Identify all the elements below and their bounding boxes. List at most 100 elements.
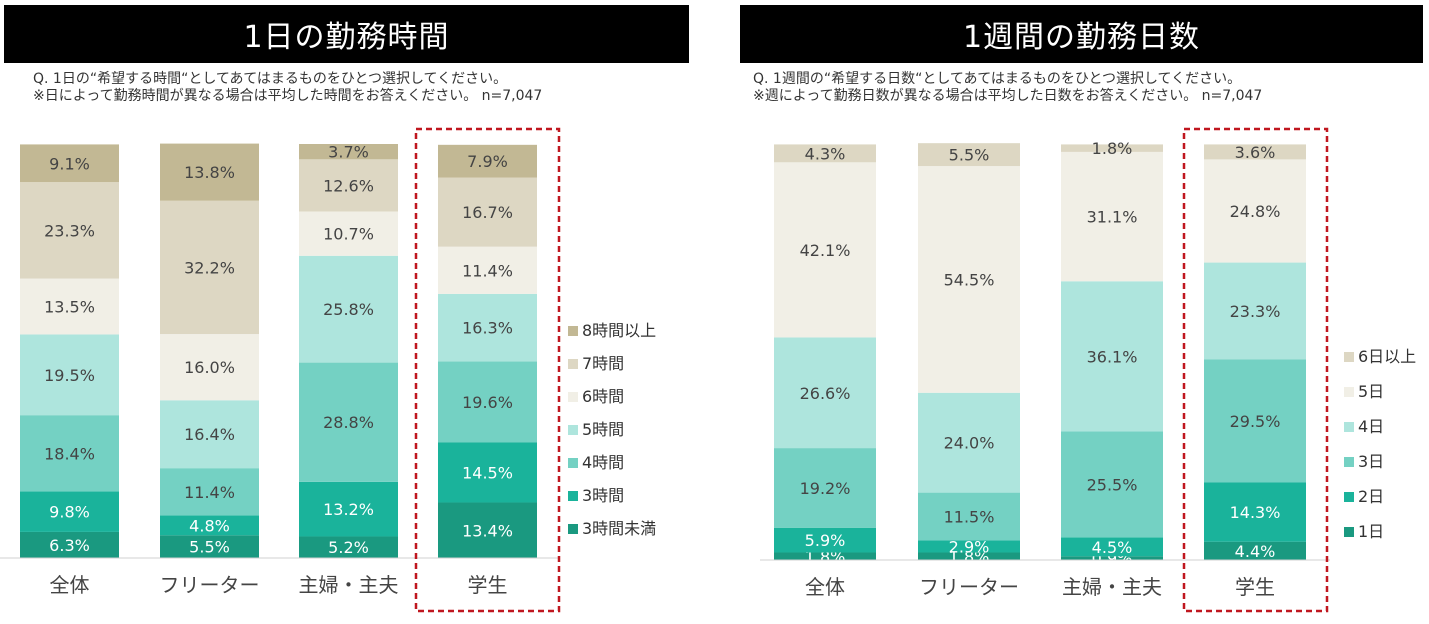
highlight-box <box>1182 127 1329 613</box>
stacked-bar-chart-hours: 6.3% 9.8% 18.4% 19.5% 13.5% 23.3% 9.1% 全体 5.5% 4.… <box>0 127 656 613</box>
legend-swatch <box>1344 387 1354 397</box>
data-label: 11.5% <box>944 508 995 527</box>
bar-segment <box>438 442 537 503</box>
data-label: 28.8% <box>323 413 374 432</box>
bar-group-2: 0.9%4.5%25.5%36.1%31.1%1.8% <box>1061 139 1163 568</box>
bar-segment <box>1204 159 1306 263</box>
bar-segment <box>160 400 259 469</box>
bar-group-3: 4.4% 14.3% 29.5% 23.3% 24.8% 3.6% <box>1204 143 1306 561</box>
data-label: 19.6% <box>462 393 513 412</box>
bar-segment <box>160 143 259 201</box>
data-label: 1.8% <box>1092 139 1133 158</box>
data-label: 5.2% <box>328 538 369 557</box>
legend-label: 3時間未満 <box>582 519 656 538</box>
bar-segment <box>20 415 119 492</box>
data-label: 13.2% <box>323 500 374 519</box>
legend-label: 2日 <box>1358 487 1384 506</box>
bar-segment <box>1061 537 1163 557</box>
data-label: 23.3% <box>44 221 95 240</box>
category-label: フリーター <box>160 573 260 597</box>
bar-segment <box>918 166 1020 393</box>
category-label: 全体 <box>50 573 90 597</box>
bar-segment <box>918 492 1020 541</box>
legend-swatch <box>568 491 578 501</box>
data-label: 23.3% <box>1230 302 1281 321</box>
bar-segment <box>299 536 398 558</box>
data-label: 24.0% <box>944 434 995 453</box>
bar-segment <box>1061 556 1163 560</box>
legend-label: 3日 <box>1358 452 1384 471</box>
legend-swatch <box>1344 422 1354 432</box>
panel-weekly-days: 1週間の勤務日数 Q. 1週間の“希望する日数“としてあてはまるものをひとつ選択… <box>730 0 1429 624</box>
question-line-1: Q. 1週間の“希望する日数“としてあてはまるものをひとつ選択してください。 <box>753 71 1242 87</box>
legend-label: 3時間 <box>582 486 624 505</box>
bar-segment <box>20 491 119 532</box>
legend-label: 5日 <box>1358 382 1384 401</box>
data-label: 9.8% <box>49 503 90 522</box>
bar-group-0: 1.8%5.9%19.2%26.6%42.1%4.3% <box>774 144 876 566</box>
data-label: 4.5% <box>1092 538 1133 557</box>
data-label: 6.3% <box>49 536 90 555</box>
bar-segment <box>299 255 398 363</box>
bar-segment <box>774 162 876 338</box>
data-label: 36.1% <box>1087 347 1138 366</box>
legend-swatch <box>568 458 578 468</box>
legend-label: 4時間 <box>582 453 624 472</box>
data-label: 4.3% <box>805 144 846 163</box>
data-label: 9.1% <box>49 154 90 173</box>
data-label: 7.9% <box>467 152 508 171</box>
bar-segment <box>160 535 259 558</box>
bar-segment <box>1061 144 1163 152</box>
bar-group-3: 13.4% 14.5% 19.6% 16.3% 11.4% 16.7% 7.9% <box>438 144 537 558</box>
data-label: 26.6% <box>800 384 851 403</box>
bar-group-1: 5.5% 4.8% 11.4% 16.4% 16.0% 32.2% 13.8% <box>160 143 259 558</box>
data-label: 42.1% <box>800 241 851 260</box>
bar-segment <box>299 211 398 256</box>
bar-segment <box>1204 262 1306 360</box>
data-label: 13.4% <box>462 521 513 540</box>
data-label: 12.6% <box>323 176 374 195</box>
bar-group-2: 5.2% 13.2% 28.8% 25.8% 10.7% 12.6% 3.7% <box>299 143 398 558</box>
data-label: 16.0% <box>184 358 235 377</box>
bar-segment <box>20 334 119 416</box>
legend-label: 7時間 <box>582 354 624 373</box>
data-label: 11.4% <box>184 483 235 502</box>
data-label: 5.9% <box>805 531 846 550</box>
data-label: 4.8% <box>189 516 230 535</box>
bar-segment <box>1061 281 1163 432</box>
bar-segment <box>20 182 119 279</box>
data-label: 54.5% <box>944 270 995 289</box>
bar-segment <box>438 361 537 443</box>
legend-swatch <box>1344 527 1354 537</box>
bar-segment <box>299 481 398 537</box>
question-text: Q. 1週間の“希望する日数“としてあてはまるものをひとつ選択してください。 ※… <box>753 71 1262 105</box>
legend: 6日以上 5日 4日 3日 2日 1日 <box>1344 347 1416 541</box>
data-label: 5.5% <box>189 538 230 557</box>
bar-segment <box>774 448 876 528</box>
data-label: 29.5% <box>1230 412 1281 431</box>
panel-daily-hours: 1日の勤務時間 Q. 1日の“希望する時間“としてあてはまるものをひとつ選択して… <box>0 0 700 624</box>
data-label: 16.7% <box>462 203 513 222</box>
bar-segment <box>299 362 398 482</box>
category-label: 主婦・主夫 <box>299 573 399 597</box>
bar-segment <box>1204 482 1306 542</box>
bar-segment <box>20 144 119 183</box>
bar-segment <box>1204 541 1306 560</box>
chart-title: 1週間の勤務日数 <box>740 5 1423 63</box>
legend-swatch <box>1344 492 1354 502</box>
question-line-2: ※週によって勤務日数が異なる場合は平均した日数をお答えください。 n=7,047 <box>753 88 1263 104</box>
bar-group-1: 1.8%2.9%11.5%24.0%54.5%5.5% <box>918 143 1020 566</box>
bar-segment <box>1061 431 1163 538</box>
legend-label: 8時間以上 <box>582 321 656 340</box>
legend-swatch <box>568 524 578 534</box>
data-label: 14.5% <box>462 464 513 483</box>
data-label: 25.5% <box>1087 475 1138 494</box>
question-line-2: ※日によって勤務時間が異なる場合は平均した時間をお答えください。 n=7,047 <box>33 88 543 104</box>
highlight-box <box>414 127 561 613</box>
legend-swatch <box>568 359 578 369</box>
bar-segment <box>438 246 537 294</box>
bar-segment <box>774 527 876 553</box>
data-label: 25.8% <box>323 300 374 319</box>
legend-label: 6日以上 <box>1358 347 1416 366</box>
data-label: 19.2% <box>800 479 851 498</box>
